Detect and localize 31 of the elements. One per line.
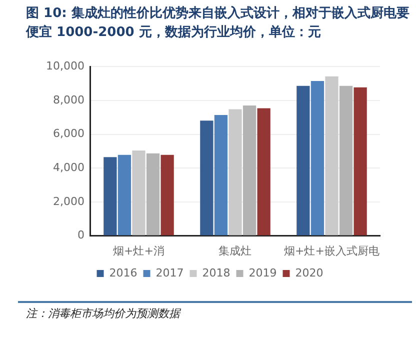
x-tick-label: 集成灶 (218, 244, 252, 258)
y-tick-label: 10,000 (46, 59, 84, 72)
legend-label: 2018 (202, 266, 230, 280)
bar (118, 154, 132, 236)
x-tick-label: 烟+灶+嵌入式厨电 (284, 244, 380, 258)
bar (200, 120, 214, 236)
bar (325, 76, 338, 236)
legend-label: 2017 (156, 266, 184, 280)
chart-title: 图 10: 集成灶的性价比优势来自嵌入式设计，相对于嵌入式厨电要便宜 1000-2000 元，数据为行业均价，单位：元 (26, 4, 410, 42)
text: 注：消毒柜市场均价为预测数据 (26, 306, 180, 321)
bar (160, 154, 174, 236)
bar (339, 86, 353, 236)
bar (296, 86, 310, 236)
bar (132, 150, 146, 236)
bar (257, 108, 270, 236)
bar (310, 80, 324, 236)
legend-label: 2019 (248, 266, 277, 280)
bar (228, 109, 242, 236)
bar (242, 106, 256, 236)
legend-label: 2020 (295, 266, 324, 280)
bar (354, 87, 367, 236)
y-tick-label: 2,000 (52, 194, 84, 208)
bar (146, 153, 160, 236)
y-tick-label: 6,000 (52, 127, 84, 140)
legend-label: 2016 (109, 266, 138, 280)
bar (214, 114, 228, 236)
y-tick-label: 4,000 (52, 160, 84, 174)
bar (104, 157, 117, 236)
y-tick-label: 0 (77, 228, 84, 242)
y-tick-label: 8,000 (52, 93, 84, 106)
x-tick-label: 烟+灶+消 (113, 244, 164, 258)
